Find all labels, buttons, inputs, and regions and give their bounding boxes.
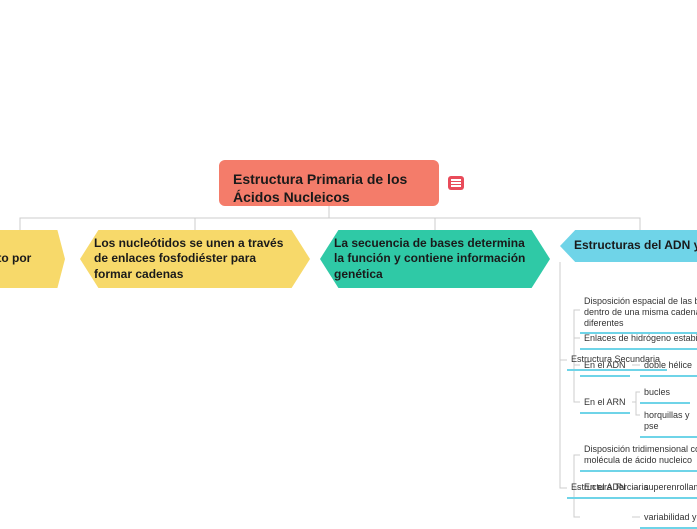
level1-node-3[interactable]: Estructuras del ADN y ARN	[560, 230, 697, 262]
level1-node-1[interactable]: Los nucleótidos se unen a través de enla…	[80, 230, 310, 288]
sub-node-9[interactable]: Disposición tridimensional complet moléc…	[580, 442, 697, 472]
sub-node-12[interactable]: variabilidad y est	[640, 510, 697, 529]
sub-node-6[interactable]: bucles	[640, 385, 690, 404]
root-node[interactable]: Estructura Primaria de los Ácidos Nuclei…	[219, 160, 439, 206]
sub-node-4[interactable]: doble hélice	[640, 358, 697, 377]
sub-node-3[interactable]: En el ADN	[580, 358, 630, 377]
level1-node-2[interactable]: La secuencia de bases determina la funci…	[320, 230, 550, 288]
sub-node-7[interactable]: horquillas y pse	[640, 408, 697, 438]
menu-icon[interactable]	[448, 176, 464, 190]
level1-node-0[interactable]: esto por	[0, 230, 65, 288]
sub-node-11[interactable]: superenrollamient	[640, 480, 697, 499]
sub-node-5[interactable]: En el ARN	[580, 395, 630, 414]
sub-node-1[interactable]: Disposición espacial de las bases dentro…	[580, 294, 697, 334]
sub-node-2[interactable]: Enlaces de hidrógeno estabilizar	[580, 331, 697, 350]
sub-node-10[interactable]: En el ADN	[580, 480, 630, 499]
